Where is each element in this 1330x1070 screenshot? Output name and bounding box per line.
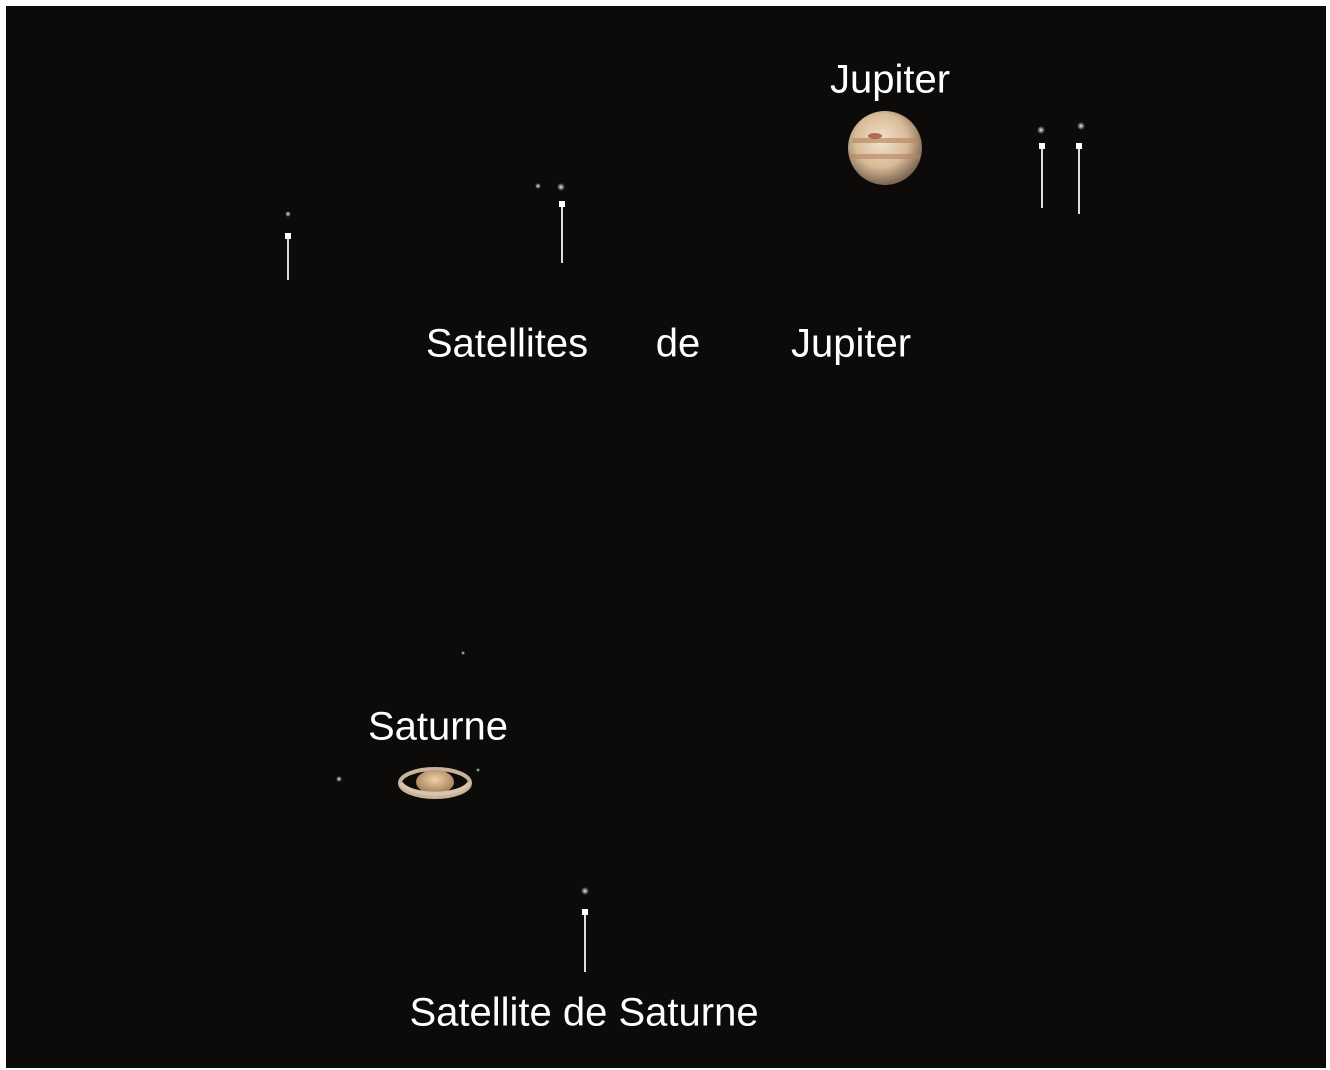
jupiter-label: Jupiter — [830, 58, 950, 102]
satellites-label: Jupiter — [791, 322, 911, 366]
satellites-label: de — [656, 322, 701, 366]
saturn-satellite-label: Satellite de Saturne — [409, 991, 758, 1035]
sky — [6, 6, 1326, 1068]
saturn-label: Saturne — [368, 705, 508, 749]
satellites-label: Satellites — [426, 322, 588, 366]
jupiter-planet — [848, 111, 922, 185]
photo: Jupiter Satellites de Jupiter Saturne Sa… — [0, 0, 1330, 1070]
